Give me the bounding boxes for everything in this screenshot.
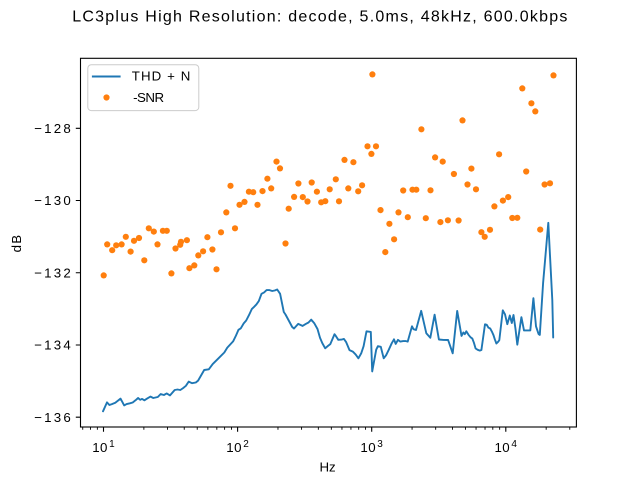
svg-text:2: 2: [243, 439, 249, 450]
svg-text:10: 10: [495, 440, 510, 455]
svg-text:10: 10: [360, 440, 375, 455]
svg-text:LC3plus High Resolution: decod: LC3plus High Resolution: decode, 5.0ms, …: [72, 9, 567, 26]
svg-text:THD + N: THD + N: [132, 69, 191, 84]
svg-text:-SNR: -SNR: [133, 90, 164, 105]
svg-text:10: 10: [226, 440, 241, 455]
svg-text:1: 1: [109, 439, 115, 450]
svg-text:4: 4: [511, 439, 517, 450]
svg-text:dB: dB: [9, 235, 24, 253]
svg-text:10: 10: [92, 440, 107, 455]
svg-text:Hz: Hz: [319, 460, 335, 475]
svg-text:3: 3: [377, 439, 383, 450]
